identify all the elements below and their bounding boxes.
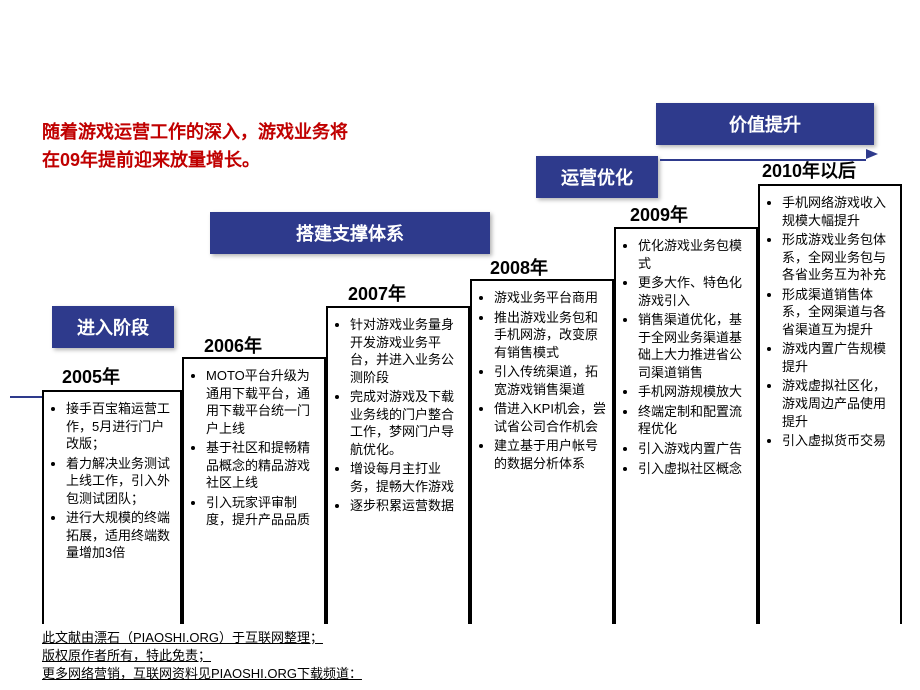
column-list: 针对游戏业务量身开发游戏业务平台，并进入业务公测阶段完成对游戏及下载业务线的门户… (334, 316, 462, 515)
list-item: 增设每月主打业务，提畅大作游戏 (350, 460, 462, 495)
list-item: 针对游戏业务量身开发游戏业务平台，并进入业务公测阶段 (350, 316, 462, 386)
year-label-4: 2009年 (630, 201, 688, 227)
list-item: 游戏虚拟社区化，游戏周边产品使用提升 (782, 377, 894, 430)
year-label-1: 2006年 (204, 332, 262, 358)
list-item: 推出游戏业务包和手机网游，改变原有销售模式 (494, 309, 606, 362)
list-item: 完成对游戏及下载业务线的门户整合工作，梦网门户导航优化。 (350, 388, 462, 458)
year-label-0: 2005年 (62, 363, 120, 389)
stage-label-2: 运营优化 (536, 156, 658, 198)
list-item: 更多大作、特色化游戏引入 (638, 274, 750, 309)
list-item: 销售渠道优化，基于全网业务渠道基础上大力推进省公司渠道销售 (638, 311, 750, 381)
footer-line-2: 更多网络营销，互联网资料见PIAOSHI.ORG下载频道： (42, 663, 362, 682)
stair-column-4: 优化游戏业务包模式更多大作、特色化游戏引入销售渠道优化，基于全网业务渠道基础上大… (614, 227, 758, 624)
stage-label-1: 搭建支撑体系 (210, 212, 490, 254)
list-item: 游戏业务平台商用 (494, 289, 606, 307)
list-item: 引入虚拟货币交易 (782, 432, 894, 450)
stage-label-0: 进入阶段 (52, 306, 174, 348)
footer-line-0: 此文献由漂石（PIAOSHI.ORG）于互联网整理； (42, 627, 323, 646)
list-item: 建立基于用户帐号的数据分析体系 (494, 437, 606, 472)
stair-column-1: MOTO平台升级为通用下载平台，通用下载平台统一门户上线基于社区和提畅精品概念的… (182, 357, 326, 624)
column-list: MOTO平台升级为通用下载平台，通用下载平台统一门户上线基于社区和提畅精品概念的… (190, 367, 318, 529)
column-list: 手机网络游戏收入规模大幅提升形成游戏业务包体系，全网业务包与各省业务互为补充形成… (766, 194, 894, 450)
list-item: 手机网游规模放大 (638, 383, 750, 401)
stair-column-5: 手机网络游戏收入规模大幅提升形成游戏业务包体系，全网业务包与各省业务互为补充形成… (758, 184, 902, 624)
year-label-2: 2007年 (348, 280, 406, 306)
column-list: 接手百宝箱运营工作，5月进行门户改版；着力解决业务测试上线工作，引入外包测试团队… (50, 400, 174, 562)
list-item: 进行大规模的终端拓展，适用终端数量增加3倍 (66, 509, 174, 562)
stage-label-3: 价值提升 (656, 103, 874, 145)
list-item: 优化游戏业务包模式 (638, 237, 750, 272)
list-item: 游戏内置广告规模提升 (782, 340, 894, 375)
column-list: 游戏业务平台商用推出游戏业务包和手机网游，改变原有销售模式引入传统渠道，拓宽游戏… (478, 289, 606, 472)
stair-column-3: 游戏业务平台商用推出游戏业务包和手机网游，改变原有销售模式引入传统渠道，拓宽游戏… (470, 279, 614, 624)
headline-line2: 在09年提前迎来放量增长。 (42, 150, 260, 170)
arrow-head (866, 149, 878, 159)
headline: 随着游戏运营工作的深入，游戏业务将在09年提前迎来放量增长。 (42, 118, 348, 174)
arrow-segment-0 (10, 396, 42, 398)
list-item: 终端定制和配置流程优化 (638, 403, 750, 438)
list-item: 着力解决业务测试上线工作，引入外包测试团队； (66, 455, 174, 508)
list-item: 逐步积累运营数据 (350, 497, 462, 515)
stair-column-0: 接手百宝箱运营工作，5月进行门户改版；着力解决业务测试上线工作，引入外包测试团队… (42, 390, 182, 624)
year-label-5: 2010年以后 (762, 157, 856, 183)
year-label-3: 2008年 (490, 254, 548, 280)
list-item: 形成游戏业务包体系，全网业务包与各省业务互为补充 (782, 231, 894, 284)
footer-line-1: 版权原作者所有，特此免责； (42, 645, 211, 664)
list-item: 接手百宝箱运营工作，5月进行门户改版； (66, 400, 174, 453)
headline-line1: 随着游戏运营工作的深入，游戏业务将 (42, 122, 348, 142)
stair-column-2: 针对游戏业务量身开发游戏业务平台，并进入业务公测阶段完成对游戏及下载业务线的门户… (326, 306, 470, 624)
list-item: 引入虚拟社区概念 (638, 460, 750, 478)
list-item: MOTO平台升级为通用下载平台，通用下载平台统一门户上线 (206, 367, 318, 437)
list-item: 基于社区和提畅精品概念的精品游戏社区上线 (206, 439, 318, 492)
list-item: 形成渠道销售体系，全网渠道与各省渠道互为提升 (782, 286, 894, 339)
list-item: 引入传统渠道，拓宽游戏销售渠道 (494, 363, 606, 398)
column-list: 优化游戏业务包模式更多大作、特色化游戏引入销售渠道优化，基于全网业务渠道基础上大… (622, 237, 750, 477)
list-item: 引入游戏内置广告 (638, 440, 750, 458)
list-item: 手机网络游戏收入规模大幅提升 (782, 194, 894, 229)
list-item: 引入玩家评审制度，提升产品品质 (206, 494, 318, 529)
list-item: 借进入KPI机会，尝试省公司合作机会 (494, 400, 606, 435)
